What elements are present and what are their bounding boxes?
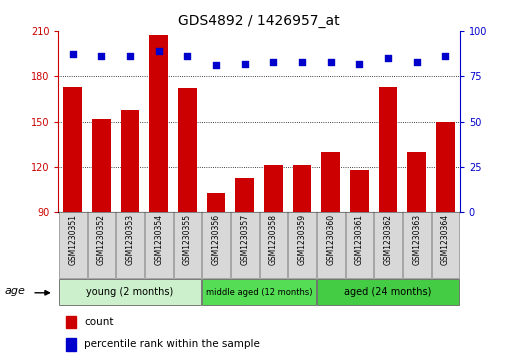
Point: [69, 52, 77, 57]
Text: GSM1230351: GSM1230351: [68, 214, 77, 265]
Bar: [235, 178, 254, 212]
Text: GSM1230352: GSM1230352: [97, 214, 106, 265]
Bar: [322, 152, 340, 212]
Point: [298, 59, 306, 65]
Text: aged (24 months): aged (24 months): [344, 287, 432, 297]
Bar: [67, 316, 76, 328]
Bar: [145, 212, 173, 278]
Bar: [202, 212, 230, 278]
Point: [154, 48, 163, 54]
Text: age: age: [5, 286, 25, 296]
Point: [241, 61, 249, 66]
Bar: [67, 338, 76, 351]
Bar: [379, 87, 397, 212]
Text: GSM1230353: GSM1230353: [125, 214, 135, 265]
Text: GSM1230355: GSM1230355: [183, 214, 192, 265]
Bar: [88, 212, 115, 278]
Bar: [345, 212, 373, 278]
Bar: [407, 152, 426, 212]
Point: [355, 61, 363, 66]
Point: [441, 53, 450, 59]
Title: GDS4892 / 1426957_at: GDS4892 / 1426957_at: [178, 15, 340, 28]
Bar: [121, 110, 139, 212]
Bar: [116, 212, 144, 278]
Text: GSM1230362: GSM1230362: [384, 214, 393, 265]
Text: GSM1230364: GSM1230364: [441, 214, 450, 265]
Point: [412, 59, 421, 65]
Bar: [436, 122, 455, 212]
Text: GSM1230360: GSM1230360: [326, 214, 335, 265]
Text: count: count: [84, 317, 114, 327]
Text: young (2 months): young (2 months): [86, 287, 174, 297]
Text: middle aged (12 months): middle aged (12 months): [206, 288, 312, 297]
Bar: [317, 279, 459, 305]
Bar: [231, 212, 259, 278]
Text: GSM1230363: GSM1230363: [412, 214, 421, 265]
Point: [384, 55, 392, 61]
Bar: [207, 193, 226, 212]
Point: [269, 59, 277, 65]
Bar: [174, 212, 201, 278]
Point: [327, 59, 335, 65]
Bar: [260, 212, 287, 278]
Text: GSM1230356: GSM1230356: [211, 214, 220, 265]
Point: [183, 53, 192, 59]
Bar: [289, 212, 316, 278]
Text: percentile rank within the sample: percentile rank within the sample: [84, 339, 260, 350]
Text: GSM1230361: GSM1230361: [355, 214, 364, 265]
Text: GSM1230358: GSM1230358: [269, 214, 278, 265]
Bar: [59, 279, 201, 305]
Point: [126, 53, 134, 59]
Bar: [293, 166, 311, 212]
Bar: [149, 35, 168, 212]
Text: GSM1230357: GSM1230357: [240, 214, 249, 265]
Bar: [202, 279, 316, 305]
Bar: [92, 119, 111, 212]
Bar: [317, 212, 344, 278]
Bar: [59, 212, 86, 278]
Bar: [178, 88, 197, 212]
Text: GSM1230359: GSM1230359: [298, 214, 307, 265]
Bar: [264, 166, 283, 212]
Bar: [432, 212, 459, 278]
Bar: [374, 212, 402, 278]
Text: GSM1230354: GSM1230354: [154, 214, 163, 265]
Point: [98, 53, 106, 59]
Bar: [350, 170, 369, 212]
Bar: [64, 87, 82, 212]
Bar: [403, 212, 430, 278]
Point: [212, 62, 220, 68]
